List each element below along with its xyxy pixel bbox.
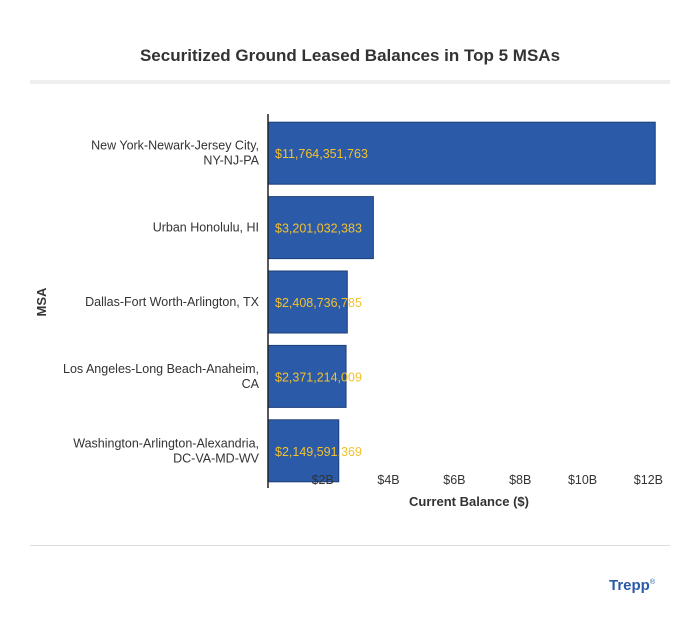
- category-label: Los Angeles-Long Beach-Anaheim,: [63, 362, 259, 376]
- x-tick-label: $12B: [634, 473, 663, 487]
- bar-value-label: $11,764,351,763: [275, 147, 368, 161]
- category-label: Urban Honolulu, HI: [153, 221, 259, 235]
- category-label: Washington-Arlington-Alexandria,: [73, 436, 259, 450]
- category-label: CA: [242, 377, 260, 391]
- bar-value-label: $2,371,214,009: [275, 370, 362, 384]
- logo-registered-mark: ®: [649, 579, 656, 586]
- x-tick-label: $6B: [443, 473, 465, 487]
- y-axis-title: MSA: [34, 287, 49, 317]
- bar-value-label: $2,408,736,785: [275, 296, 362, 310]
- trepp-logo: Trepp®: [609, 577, 655, 594]
- x-tick-label: $4B: [377, 473, 399, 487]
- x-axis-title: Current Balance ($): [409, 494, 529, 509]
- bar-value-label: $3,201,032,383: [275, 222, 362, 236]
- category-label: DC-VA-MD-WV: [173, 451, 260, 465]
- category-label: Dallas-Fort Worth-Arlington, TX: [85, 295, 260, 309]
- bar: [267, 196, 374, 260]
- bar: [267, 419, 340, 483]
- category-label: New York-Newark-Jersey City,: [91, 139, 259, 153]
- category-label: NY-NJ-PA: [203, 154, 259, 168]
- title-divider: [30, 80, 670, 84]
- bar-value-label: $2,149,591,369: [275, 445, 362, 459]
- chart-title: Securitized Ground Leased Balances in To…: [139, 46, 561, 65]
- bar-chart: $11,764,351,763 New York-Newark-Jersey Ci…: [34, 114, 663, 509]
- x-tick-label: $2B: [312, 473, 334, 487]
- x-tick-label: $10B: [568, 473, 597, 487]
- logo-text: Trepp: [609, 577, 650, 594]
- footer-divider: [30, 545, 670, 546]
- x-tick-label: $8B: [509, 473, 531, 487]
